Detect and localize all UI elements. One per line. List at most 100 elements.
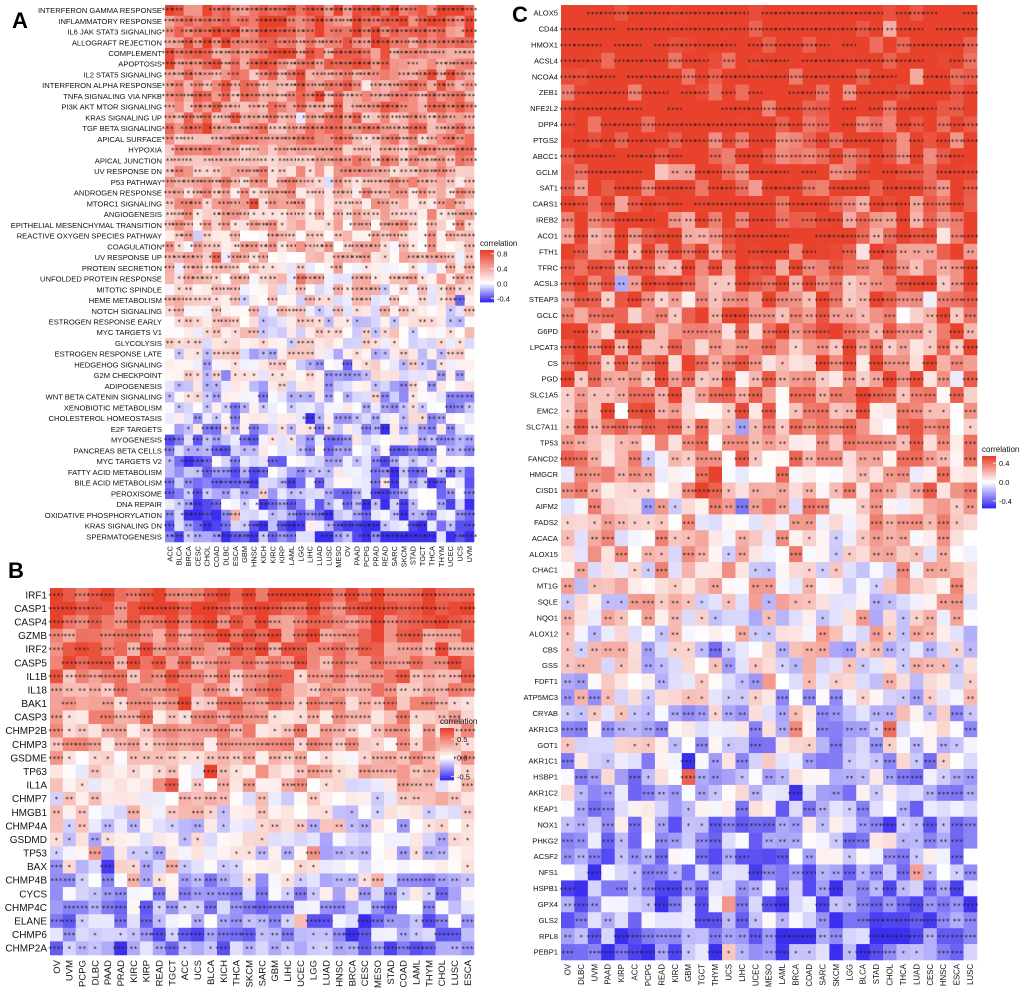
heatmap-cell bbox=[221, 26, 231, 38]
heatmap-cell bbox=[183, 176, 194, 188]
heatmap-cell bbox=[296, 187, 306, 199]
significance-mark: * bbox=[311, 864, 315, 872]
heatmap-cell bbox=[305, 252, 316, 264]
significance-mark: *** bbox=[163, 71, 176, 79]
significance-mark: * bbox=[317, 318, 321, 326]
heatmap-cell bbox=[427, 316, 437, 328]
significance-mark: **** bbox=[349, 168, 366, 176]
heatmap-cell bbox=[417, 90, 428, 102]
significance-mark: * bbox=[448, 318, 452, 326]
heatmap-cell bbox=[333, 155, 344, 167]
significance-mark: ** bbox=[268, 350, 276, 358]
heatmap-cell bbox=[427, 284, 437, 296]
heatmap-cell bbox=[202, 284, 213, 296]
heatmap-cell bbox=[314, 434, 325, 446]
heatmap-cell bbox=[258, 402, 269, 414]
heatmap-cell bbox=[230, 434, 241, 446]
significance-mark: *** bbox=[332, 286, 345, 294]
significance-mark: **** bbox=[452, 146, 469, 154]
heatmap-cell bbox=[268, 327, 278, 339]
significance-mark: **** bbox=[330, 103, 347, 111]
significance-mark: **** bbox=[318, 918, 335, 926]
heatmap-cell bbox=[268, 832, 282, 847]
significance-mark: ** bbox=[400, 350, 408, 358]
heatmap-cell bbox=[165, 123, 175, 135]
significance-mark: ** bbox=[390, 200, 398, 208]
heatmap-cell bbox=[88, 873, 102, 888]
significance-mark: ** bbox=[446, 157, 454, 165]
significance-mark: **** bbox=[828, 154, 845, 162]
heatmap-cell bbox=[249, 123, 259, 135]
significance-mark: *** bbox=[369, 189, 382, 197]
heatmap-cell bbox=[333, 509, 344, 521]
heatmap-cell bbox=[445, 187, 456, 199]
heatmap-cell bbox=[314, 47, 325, 59]
heatmap-cell bbox=[286, 112, 297, 124]
heatmap-cell bbox=[436, 445, 447, 457]
heatmap-cell bbox=[342, 305, 353, 317]
heatmap-cell bbox=[249, 252, 259, 264]
significance-mark: * bbox=[298, 877, 302, 885]
significance-mark: **** bbox=[48, 755, 65, 763]
heatmap-cell bbox=[286, 262, 297, 274]
heatmap-cell bbox=[249, 456, 259, 468]
heatmap-cell bbox=[417, 166, 428, 178]
significance-mark: * bbox=[465, 701, 469, 709]
significance-mark: ** bbox=[104, 687, 112, 695]
heatmap-cell bbox=[333, 209, 344, 221]
heatmap-cell bbox=[319, 819, 333, 833]
heatmap-cell bbox=[165, 198, 175, 210]
heatmap-cell bbox=[371, 284, 381, 296]
heatmap-cell bbox=[371, 155, 381, 167]
heatmap-cell bbox=[380, 101, 391, 113]
heatmap-cell bbox=[174, 230, 185, 242]
significance-mark: * bbox=[467, 286, 471, 294]
heatmap-cell bbox=[399, 176, 409, 188]
significance-mark: *** bbox=[276, 82, 289, 90]
significance-mark: * bbox=[392, 168, 396, 176]
heatmap-cell bbox=[178, 819, 192, 833]
heatmap-cell bbox=[305, 166, 316, 178]
heatmap-cell bbox=[445, 402, 456, 414]
heatmap-cell bbox=[409, 819, 423, 833]
row-label: PANCREAS BETA CELLS bbox=[74, 446, 162, 455]
significance-mark: *** bbox=[269, 619, 282, 627]
significance-mark: * bbox=[402, 404, 406, 412]
heatmap-cell bbox=[408, 219, 419, 231]
significance-mark: * bbox=[453, 836, 457, 844]
significance-mark: * bbox=[196, 393, 200, 401]
significance-mark: *** bbox=[323, 436, 336, 444]
heatmap-cell bbox=[436, 37, 447, 49]
heatmap-cell bbox=[436, 176, 447, 188]
significance-mark: *** bbox=[101, 728, 114, 736]
significance-mark: * bbox=[355, 318, 359, 326]
significance-mark: ** bbox=[438, 850, 446, 858]
significance-mark: *** bbox=[307, 714, 320, 722]
heatmap-cell bbox=[427, 155, 437, 167]
heatmap-cell bbox=[165, 846, 179, 861]
significance-mark: *** bbox=[182, 264, 195, 272]
heatmap-cell bbox=[361, 47, 372, 59]
column-label: UCS bbox=[456, 546, 465, 562]
heatmap-cell bbox=[202, 413, 213, 425]
heatmap-cell bbox=[399, 434, 409, 446]
heatmap-cell bbox=[193, 155, 203, 167]
significance-mark: * bbox=[196, 701, 200, 709]
heatmap-cell bbox=[361, 305, 372, 317]
significance-mark: **** bbox=[208, 103, 225, 111]
heatmap-cell bbox=[464, 273, 475, 285]
heatmap-cell bbox=[193, 47, 203, 59]
heatmap-cell bbox=[286, 273, 297, 285]
heatmap-cell bbox=[399, 58, 409, 70]
heatmap-cell bbox=[445, 5, 456, 17]
significance-mark: **** bbox=[358, 7, 375, 15]
significance-mark: **** bbox=[395, 741, 412, 749]
heatmap-cell bbox=[286, 58, 297, 70]
heatmap-cell bbox=[239, 133, 250, 145]
significance-mark: ** bbox=[343, 372, 351, 380]
heatmap-cell bbox=[249, 90, 259, 102]
significance-mark: **** bbox=[421, 945, 438, 953]
significance-mark: * bbox=[383, 522, 387, 530]
significance-mark: **** bbox=[386, 93, 403, 101]
significance-mark: * bbox=[280, 211, 284, 219]
